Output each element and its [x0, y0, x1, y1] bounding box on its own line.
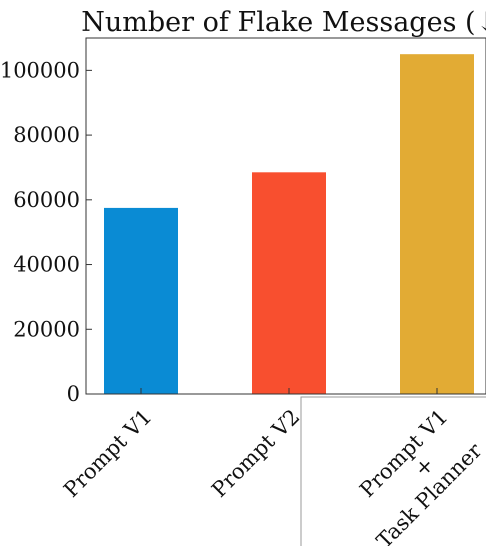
x-tick-label: Prompt V1: [59, 405, 156, 502]
y-tick-label: 0: [67, 382, 80, 406]
y-tick-label: 40000: [13, 253, 80, 277]
bar: [104, 207, 178, 394]
plot-frame: [85, 37, 486, 395]
x-axis: Prompt V1 Prompt V2 Prompt V1+Task Planner: [59, 388, 486, 546]
y-tick-label: 20000: [13, 317, 80, 341]
x-tick-label: Prompt V1+Task Planner: [338, 404, 486, 546]
bar: [400, 54, 474, 394]
chart-title: Number of Flake Messages (↓): [81, 7, 486, 38]
x-tick-label: Prompt V2: [207, 405, 304, 502]
overlay-box-edge: [300, 396, 486, 546]
bar: [252, 172, 326, 394]
y-tick-label: 60000: [13, 188, 80, 212]
y-tick-label: 100000: [0, 58, 80, 82]
y-tick-label: 80000: [13, 123, 80, 147]
bars-group: [104, 54, 474, 394]
y-axis: 0 20000 40000 60000 80000 100000: [0, 58, 92, 406]
